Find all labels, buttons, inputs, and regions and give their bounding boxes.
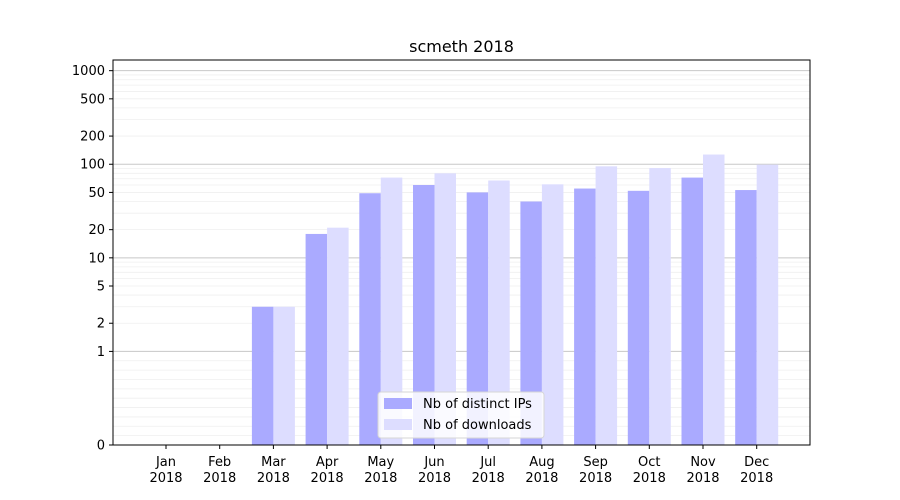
- y-tick-label: 20: [88, 223, 105, 238]
- x-tick-year-label: 2018: [418, 471, 451, 486]
- legend-label: Nb of downloads: [423, 418, 532, 433]
- legend-swatch: [384, 398, 412, 409]
- axis-layer: 01251020501002005001000Jan2018Feb2018Mar…: [72, 64, 773, 486]
- y-tick-label: 5: [97, 280, 105, 295]
- x-tick-year-label: 2018: [686, 471, 719, 486]
- y-tick-label: 1000: [72, 64, 105, 79]
- x-tick-label: Mar: [261, 455, 286, 470]
- y-tick-label: 200: [80, 130, 105, 145]
- x-tick-year-label: 2018: [525, 471, 558, 486]
- bar: [327, 227, 349, 445]
- x-tick-year-label: 2018: [257, 471, 290, 486]
- x-tick-year-label: 2018: [364, 471, 397, 486]
- x-tick-year-label: 2018: [311, 471, 344, 486]
- plot-frame: [112, 59, 811, 446]
- y-tick-label: 1: [97, 345, 105, 360]
- bar: [520, 201, 542, 445]
- bar: [488, 180, 510, 446]
- bar: [574, 188, 596, 445]
- legend: Nb of distinct IPs Nb of downloads: [377, 391, 545, 439]
- bar: [466, 192, 489, 445]
- bar-layer: [251, 154, 779, 446]
- bar: [413, 185, 435, 445]
- bar: [595, 166, 618, 445]
- x-tick-label: Apr: [316, 455, 339, 470]
- bar: [681, 177, 703, 446]
- y-tick-label: 10: [88, 251, 105, 266]
- legend-box: [377, 391, 545, 439]
- x-tick-year-label: 2018: [633, 471, 666, 486]
- bar: [756, 164, 779, 445]
- y-tick-label: 0: [97, 439, 105, 454]
- y-tick-label: 500: [80, 92, 105, 107]
- y-tick-label: 2: [97, 317, 105, 332]
- bar: [251, 306, 274, 445]
- bar: [649, 168, 671, 445]
- x-tick-label: Dec: [744, 455, 769, 470]
- legend-swatch: [384, 419, 412, 430]
- x-tick-label: Aug: [529, 455, 554, 470]
- x-tick-year-label: 2018: [740, 471, 773, 486]
- y-tick-label: 50: [88, 186, 105, 201]
- bar: [541, 184, 564, 445]
- x-tick-label: Oct: [638, 455, 660, 470]
- x-tick-label: Nov: [690, 455, 716, 470]
- x-tick-year-label: 2018: [149, 471, 182, 486]
- bar: [380, 177, 403, 446]
- bar: [273, 306, 295, 445]
- x-tick-label: Feb: [208, 455, 231, 470]
- x-tick-label: Sep: [583, 455, 608, 470]
- legend-label: Nb of distinct IPs: [423, 397, 532, 412]
- bar: [735, 190, 757, 445]
- x-tick-label: May: [367, 455, 394, 470]
- bar: [627, 190, 650, 445]
- x-tick-year-label: 2018: [472, 471, 505, 486]
- x-tick-year-label: 2018: [579, 471, 612, 486]
- x-tick-year-label: 2018: [203, 471, 236, 486]
- x-tick-label: Jun: [423, 455, 444, 470]
- bar: [359, 193, 381, 445]
- bar: [434, 173, 456, 445]
- y-tick-label: 100: [80, 158, 105, 173]
- bar: [305, 233, 328, 445]
- x-tick-label: Jan: [155, 455, 176, 470]
- bar: [703, 154, 725, 445]
- x-tick-label: Jul: [479, 455, 496, 470]
- chart-title: scmeth 2018: [409, 37, 514, 56]
